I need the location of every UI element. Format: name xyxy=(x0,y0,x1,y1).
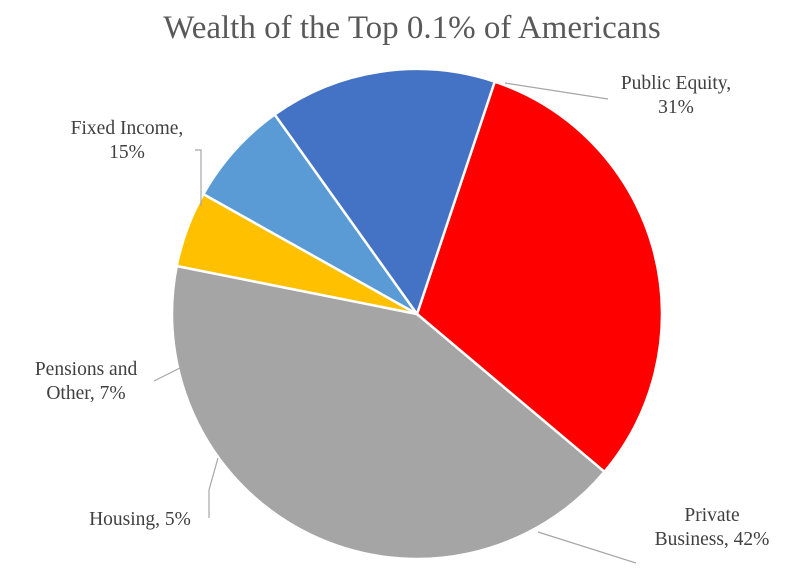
data-label-public-equity: Public Equity, 31% xyxy=(621,73,731,118)
leader-lines xyxy=(153,82,637,564)
pie-slice-pensions-and-other xyxy=(201,112,419,316)
pie-slices xyxy=(170,67,664,561)
leader-line-housing xyxy=(208,457,219,518)
data-labels: Public Equity, 31% Private Business, 42% Hou… xyxy=(35,73,770,550)
data-label-fixed-income: Fixed Income, 15% xyxy=(71,118,184,163)
leader-line-pensions-and-other xyxy=(153,364,187,382)
data-label-pensions-and-other: Pensions and Other, 7% xyxy=(35,359,138,404)
data-label-private-business: Private Business, 42% xyxy=(655,505,770,550)
pie-slice-fixed-income xyxy=(272,67,497,317)
leader-line-public-equity xyxy=(504,82,609,100)
pie-slice-private-business xyxy=(170,264,607,561)
leader-line-fixed-income xyxy=(195,149,202,206)
data-label-housing: Housing, 5% xyxy=(89,509,191,530)
leader-line-private-business xyxy=(537,531,637,564)
pie-slice-public-equity xyxy=(415,80,664,474)
chart-title: Wealth of the Top 0.1% of Americans xyxy=(163,10,661,46)
